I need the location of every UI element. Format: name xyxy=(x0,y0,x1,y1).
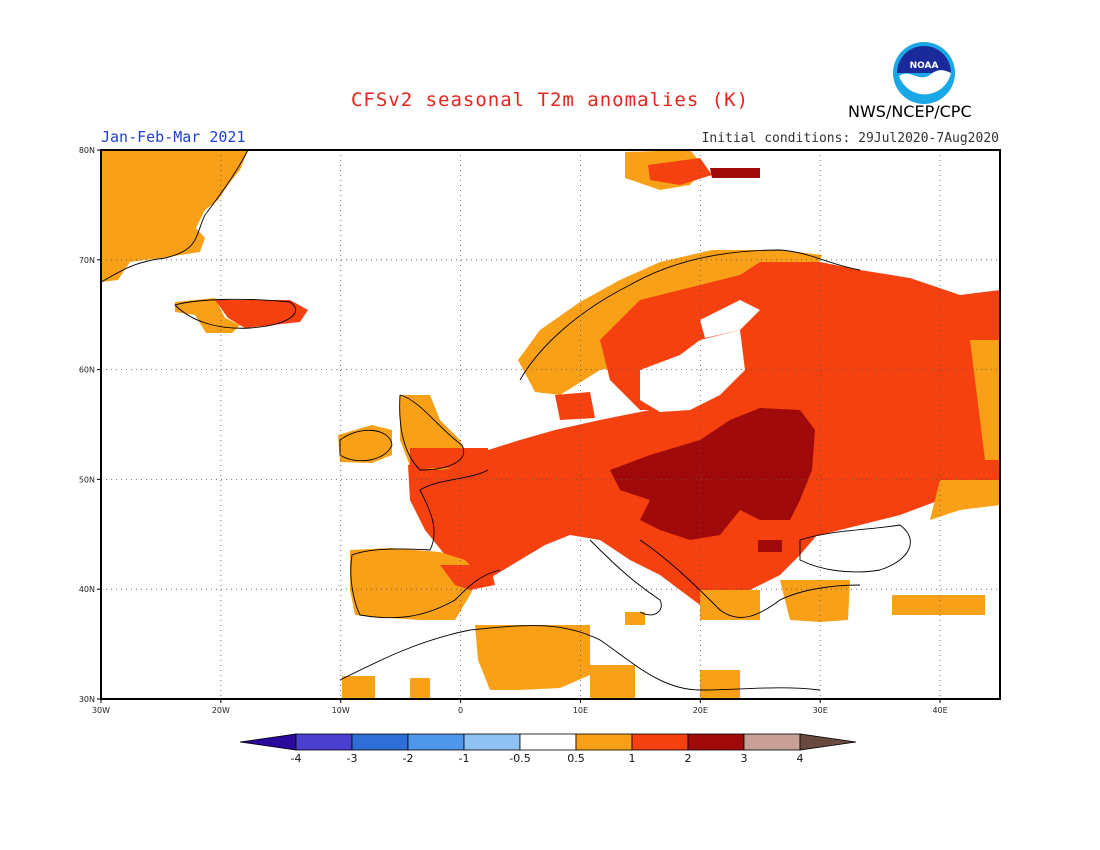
lat-tick-label: 60N xyxy=(79,366,95,375)
anomaly-region-denmark xyxy=(555,392,595,420)
anomaly-region-egypt xyxy=(700,670,740,699)
colorbar-swatch xyxy=(519,733,577,751)
lat-tick-label: 50N xyxy=(79,475,95,484)
colorbar-label: -0.5 xyxy=(509,752,530,765)
colorbar-label: 2 xyxy=(685,752,692,765)
lat-tick-label: 40N xyxy=(79,585,95,594)
longitude-labels: 30W 20W 10W 0 10E 20E 30E 40E xyxy=(92,699,948,715)
latitude-labels: 80N 70N 60N 50N 40N 30N xyxy=(79,146,101,704)
lat-tick-label: 30N xyxy=(79,695,95,704)
anomaly-field xyxy=(101,150,1000,699)
colorbar-swatch xyxy=(407,733,465,751)
lon-tick-label: 0 xyxy=(458,706,463,715)
colorbar-swatch xyxy=(687,733,745,751)
colorbar-label: 1 xyxy=(629,752,636,765)
anomaly-region-greenland xyxy=(101,150,248,282)
agency-label: NWS/NCEP/CPC xyxy=(848,102,972,121)
anomaly-region-ireland xyxy=(338,425,392,463)
lat-tick-label: 80N xyxy=(79,146,95,155)
colorbar-label: -1 xyxy=(459,752,470,765)
map-title: CFSv2 seasonal T2m anomalies (K) xyxy=(350,89,750,111)
anomaly-region-caucasus xyxy=(892,595,985,615)
anomaly-region-iceland-west xyxy=(175,298,240,333)
coast-iceland xyxy=(174,298,297,329)
anomaly-gap-baltic xyxy=(640,330,745,412)
anomaly-region-russia-east-edge xyxy=(970,340,1000,460)
colorbar-swatch xyxy=(575,733,633,751)
anomaly-region-morocco xyxy=(342,676,375,699)
anomaly-region-britain-red xyxy=(410,448,488,468)
colorbar-label: 0.5 xyxy=(567,752,585,765)
colorbar-swatch xyxy=(463,733,521,751)
anomaly-region-sahara-patch xyxy=(410,678,430,699)
coast-britain xyxy=(399,394,465,471)
colorbar-swatch xyxy=(743,733,801,751)
colorbar-label: -2 xyxy=(403,752,414,765)
lon-tick-label: 20W xyxy=(212,706,230,715)
anomaly-region-arctic-dark xyxy=(710,168,760,178)
lon-tick-label: 10E xyxy=(573,706,588,715)
anomaly-region-anatolia xyxy=(780,580,850,622)
coast-ireland xyxy=(339,429,393,462)
anomaly-region-catalonia xyxy=(440,565,495,590)
lon-tick-label: 20E xyxy=(693,706,708,715)
anomaly-region-tunisia xyxy=(625,612,645,625)
coast-balkans xyxy=(639,539,861,618)
anomaly-region-russia-north xyxy=(600,262,1000,540)
coast-black-sea xyxy=(799,524,911,573)
lon-tick-label: 30E xyxy=(813,706,828,715)
anomaly-region-greece xyxy=(700,590,760,620)
lon-tick-label: 10W xyxy=(332,706,350,715)
anomaly-region-caspian xyxy=(930,480,1000,520)
colorbar: -4 -3 -2 -1 -0.5 0.5 1 2 3 4 xyxy=(239,733,857,765)
lon-tick-label: 40E xyxy=(932,706,947,715)
colorbar-label: 4 xyxy=(797,752,804,765)
anomaly-region-algeria xyxy=(475,625,590,690)
colorbar-label: -3 xyxy=(347,752,358,765)
colorbar-swatch xyxy=(295,733,353,751)
anomaly-region-svalbard-red xyxy=(648,158,712,185)
colorbar-max-arrow xyxy=(799,733,857,751)
colorbar-min-arrow xyxy=(239,733,297,751)
season-label: Jan-Feb-Mar 2021 xyxy=(101,128,246,146)
anomaly-region-balkan-core xyxy=(758,540,782,552)
coast-western-europe xyxy=(350,469,501,619)
map-frame xyxy=(100,149,1001,700)
colorbar-swatch xyxy=(351,733,409,751)
colorbar-label: 3 xyxy=(741,752,748,765)
lon-tick-label: 30W xyxy=(92,706,110,715)
coast-scandinavia xyxy=(519,249,861,381)
coast-greenland xyxy=(101,150,249,283)
coast-italy xyxy=(589,539,662,616)
colorbar-swatch xyxy=(631,733,689,751)
coastlines xyxy=(101,150,911,691)
noaa-logo-icon: NOAA xyxy=(893,42,955,104)
colorbar-label: -4 xyxy=(291,752,302,765)
anomaly-region-central-core xyxy=(610,408,815,540)
anomaly-region-libya xyxy=(590,665,635,699)
lat-tick-label: 70N xyxy=(79,256,95,265)
anomaly-gap-gulf-bothnia xyxy=(700,300,760,338)
coast-north-africa xyxy=(339,625,821,691)
initial-conditions: Initial conditions: 29Jul2020-7Aug2020 xyxy=(701,131,999,146)
svg-text:NOAA: NOAA xyxy=(910,61,939,71)
